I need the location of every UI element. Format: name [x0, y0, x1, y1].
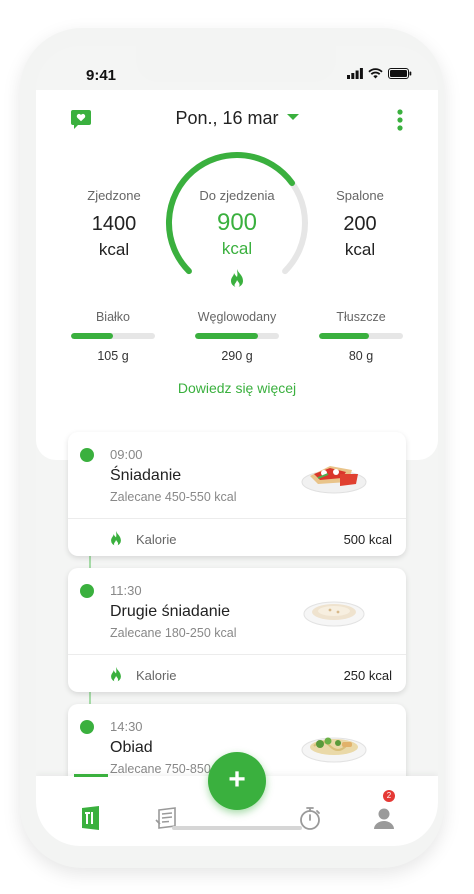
- calories-value: 500 kcal: [343, 532, 392, 547]
- porridge-image: [303, 601, 365, 627]
- flame-icon: [111, 666, 121, 682]
- macro-progress-fill: [195, 333, 258, 339]
- flame-icon: [231, 269, 243, 288]
- macro-carbs: Węglowodany 290 g: [194, 310, 280, 363]
- profile-icon[interactable]: [370, 804, 398, 832]
- macro-protein: Białko 105 g: [70, 310, 156, 363]
- add-button[interactable]: +: [208, 752, 266, 810]
- remaining-stat: Do zjedzenia 900 kcal: [187, 188, 287, 259]
- date-label: Pon., 16 mar: [175, 108, 279, 128]
- status-time: 9:41: [86, 67, 117, 84]
- burned-value: 200: [343, 213, 377, 235]
- timeline-dot: [80, 720, 94, 734]
- plus-icon: +: [228, 763, 246, 796]
- meal-name: Obiad: [110, 739, 153, 756]
- macro-value: 80 g: [348, 349, 374, 363]
- macro-label: Węglowodany: [197, 310, 277, 324]
- macro-value: 105 g: [97, 349, 129, 363]
- more-menu-icon[interactable]: [396, 108, 404, 132]
- macro-progress-fill: [71, 333, 113, 339]
- active-tab-indicator: [74, 774, 108, 777]
- meal-card-breakfast[interactable]: 09:00 Śniadanie Zalecane 450-550 kcal Ka…: [68, 432, 406, 556]
- macro-label: Białko: [95, 310, 131, 324]
- calories-value: 250 kcal: [343, 668, 392, 683]
- calories-label: Kalorie: [136, 668, 177, 683]
- meal-card-second-breakfast[interactable]: 11:30 Drugie śniadanie Zalecane 180-250 …: [68, 568, 406, 692]
- app-screen: 9:41 Pon., 16 mar Zjedzone 1400 kcal Do …: [36, 46, 438, 846]
- summary-card: [36, 90, 438, 460]
- macro-progress-bar: [195, 333, 279, 339]
- diet-icon[interactable]: [77, 804, 105, 832]
- date-selector[interactable]: Pon., 16 mar: [36, 108, 438, 129]
- timeline-dot: [80, 584, 94, 598]
- notification-badge: 2: [383, 790, 395, 802]
- macro-progress-bar: [319, 333, 403, 339]
- calorie-ring: [165, 152, 308, 275]
- chevron-down-icon: [286, 114, 299, 121]
- remaining-label: Do zjedzenia: [199, 188, 275, 203]
- learn-more-link[interactable]: Dowiedz się więcej: [177, 380, 297, 396]
- eaten-label: Zjedzone: [87, 188, 141, 203]
- eaten-stat: Zjedzone 1400 kcal: [64, 188, 164, 260]
- divider: [68, 654, 406, 655]
- meal-time: 09:00: [110, 447, 143, 462]
- eaten-unit: kcal: [98, 240, 130, 259]
- wifi-icon: [368, 68, 383, 79]
- burned-unit: kcal: [344, 240, 376, 259]
- divider: [68, 518, 406, 519]
- flame-icon: [111, 530, 121, 546]
- macro-progress-fill: [319, 333, 370, 339]
- calories-label: Kalorie: [136, 532, 177, 547]
- remaining-value: 900: [216, 209, 258, 236]
- meal-time: 11:30: [110, 583, 142, 598]
- burned-stat: Spalone 200 kcal: [310, 188, 410, 260]
- meal-time: 14:30: [110, 719, 143, 734]
- meal-recommended: Zalecane 180-250 kcal: [110, 626, 237, 640]
- meal-recommended: Zalecane 450-550 kcal: [110, 490, 237, 504]
- pasta-image: [301, 737, 367, 763]
- sandwich-image: [301, 466, 367, 494]
- status-icons: [347, 68, 412, 79]
- meal-name: Drugie śniadanie: [110, 603, 231, 620]
- meal-name: Śniadanie: [110, 467, 182, 484]
- macro-fat: Tłuszcze 80 g: [318, 310, 404, 363]
- macro-value: 290 g: [221, 349, 253, 363]
- meal-recommended: Zalecane 750-850: [110, 762, 211, 776]
- notch: [136, 46, 336, 82]
- home-indicator: [172, 826, 302, 830]
- burned-label: Spalone: [336, 188, 384, 203]
- timer-icon[interactable]: [296, 804, 324, 832]
- macro-progress-bar: [71, 333, 155, 339]
- favorites-heart-icon[interactable]: [70, 108, 92, 130]
- signal-icon: [347, 68, 363, 79]
- eaten-value: 1400: [91, 213, 137, 235]
- battery-icon: [388, 68, 412, 79]
- status-bar: 9:41: [36, 46, 438, 90]
- remaining-unit: kcal: [221, 239, 253, 258]
- timeline-dot: [80, 448, 94, 462]
- macro-label: Tłuszcze: [336, 310, 386, 324]
